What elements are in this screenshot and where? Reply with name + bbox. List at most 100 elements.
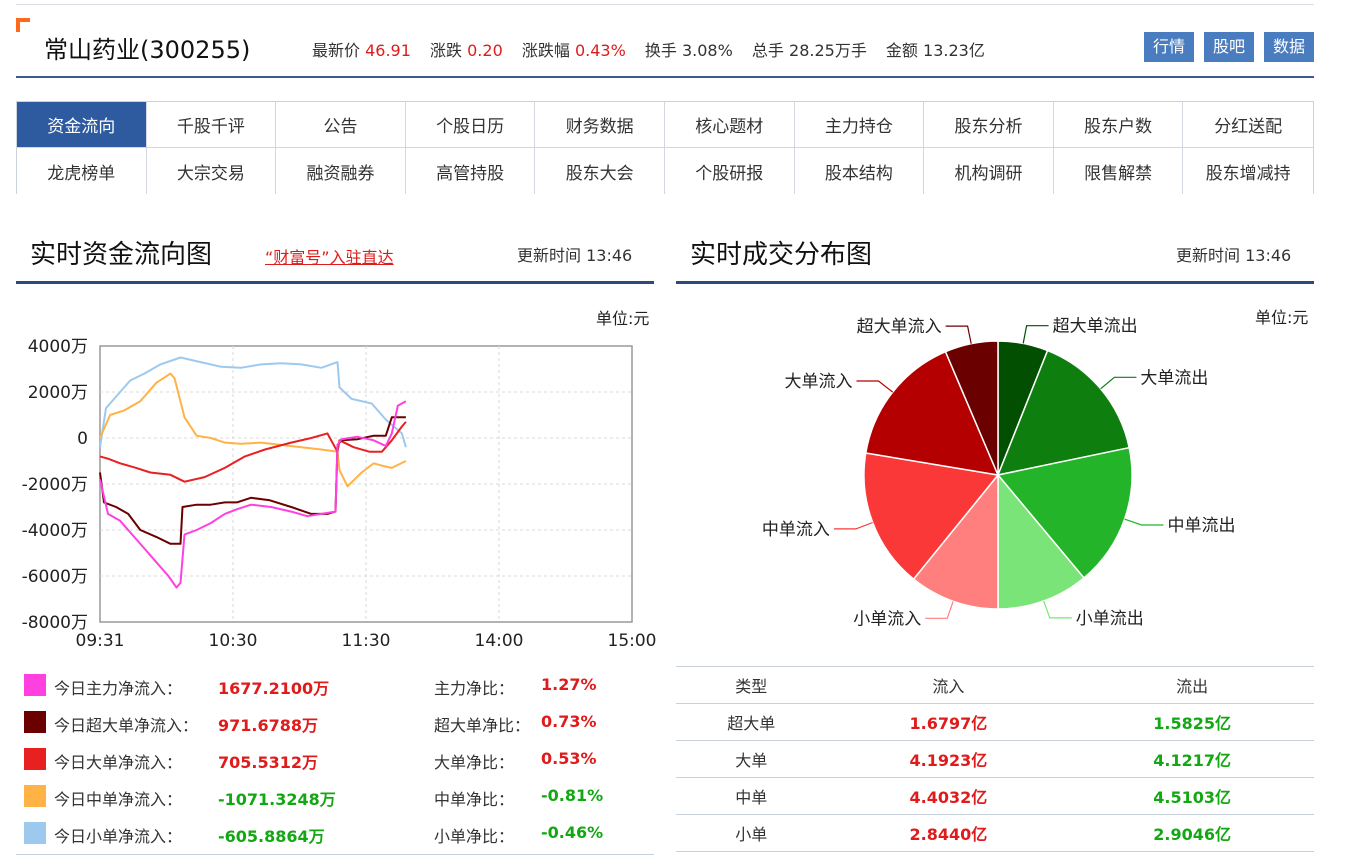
forum-button[interactable]: 股吧	[1203, 32, 1254, 62]
quote-strip: 最新价 46.91 涨跌 0.20 涨跌幅 0.43% 换手 3.08% 总手 …	[312, 37, 999, 61]
table-row: 中单 4.4032亿 4.5103亿	[676, 777, 1314, 815]
legend-ratio: 0.73%	[541, 712, 597, 731]
nav-tab[interactable]: 股东增减持	[1183, 148, 1313, 194]
legend-ratio: 1.27%	[541, 675, 597, 694]
legend-ratio-label: 中单净比：	[434, 790, 515, 809]
nav-tab[interactable]: 个股日历	[405, 102, 536, 148]
top-divider	[16, 4, 1314, 5]
x-tick-label: 15:00	[608, 631, 657, 651]
row-type: 超大单	[676, 703, 827, 741]
header-divider	[16, 76, 1314, 78]
series-line-large	[99, 421, 407, 483]
legend-swatch	[24, 748, 46, 770]
pie-slice	[944, 340, 999, 476]
pie-slice	[912, 472, 999, 610]
row-type: 小单	[676, 814, 827, 852]
flow-update-time: 更新时间 13:46	[517, 246, 633, 265]
pie-slice-label: 超大单流入	[857, 317, 942, 337]
series-line-medium	[99, 372, 407, 488]
feature-nav: 资金流向 千股千评 公告 个股日历 财务数据 核心题材 主力持仓 股东分析 股东户数 分红送配龙虎…	[16, 101, 1314, 194]
nav-tab[interactable]: 机构调研	[924, 148, 1054, 194]
legend-swatch	[24, 674, 46, 696]
fund-flow-line-chart: 09:31 10:30 11:30 14:00 15:00 4000万 2000万 0 -200…	[22, 337, 657, 651]
legend-row: 今日中单净流入： -1071.3248万 中单净比： -0.81%	[16, 777, 654, 814]
nav-tab[interactable]: 限售解禁	[1053, 148, 1184, 194]
nav-tab[interactable]: 股东分析	[924, 102, 1054, 148]
y-tick-label: -4000万	[22, 521, 88, 541]
legend-label: 今日超大单净流入：	[54, 716, 199, 735]
nav-tab[interactable]: 分红送配	[1183, 102, 1313, 148]
stock-name: 常山药业(300255)	[44, 36, 251, 64]
flow-section-title: 实时资金流向图	[30, 240, 213, 270]
legend-value: 971.6788万	[218, 716, 319, 735]
table-header-row: 类型 流入 流出	[676, 666, 1314, 704]
nav-tab[interactable]: 个股研报	[665, 148, 795, 194]
nav-tab[interactable]: 股东大会	[535, 148, 665, 194]
header-buttons: 行情 股吧 数据	[1143, 32, 1314, 62]
nav-tab[interactable]: 股本结构	[794, 148, 925, 194]
legend-ratio: -0.81%	[541, 786, 604, 805]
quote-change-pct: 涨跌幅 0.43%	[521, 41, 626, 60]
pie-slice-label: 超大单流出	[1053, 317, 1138, 337]
series-line-super	[99, 416, 406, 545]
nav-tab[interactable]: 股东户数	[1053, 102, 1184, 148]
y-tick-label: 2000万	[28, 383, 88, 403]
legend-value: -1071.3248万	[218, 790, 336, 809]
nav-tab[interactable]: 龙虎榜单	[17, 148, 147, 194]
pie-slice-label: 小单流入	[853, 609, 921, 629]
row-outflow: 1.5825亿	[1070, 703, 1314, 741]
nav-tab[interactable]: 核心题材	[665, 102, 795, 148]
nav-tab[interactable]: 千股千评	[146, 102, 277, 148]
legend-label: 今日中单净流入：	[54, 790, 183, 809]
legend-swatch	[24, 711, 46, 733]
legend-swatch	[24, 785, 46, 807]
y-tick-label: 0	[77, 429, 88, 449]
nav-tab[interactable]: 公告	[276, 102, 406, 148]
legend-row: 今日大单净流入： 705.5312万 大单净比： 0.53%	[16, 740, 654, 777]
legend-bottom-rule	[16, 854, 654, 855]
table-row: 大单 4.1923亿 4.1217亿	[676, 740, 1314, 778]
nav-tab[interactable]: 主力持仓	[794, 102, 925, 148]
data-button[interactable]: 数据	[1263, 32, 1314, 62]
dist-unit-label: 单位:元	[1255, 308, 1309, 327]
corner-bracket-icon	[16, 18, 30, 32]
legend-ratio: -0.46%	[541, 823, 604, 842]
y-tick-label: 4000万	[28, 337, 88, 357]
legend-row: 今日小单净流入： -605.8864万 小单净比： -0.46%	[16, 814, 654, 851]
dist-section-rule	[676, 281, 1314, 284]
pie-slice-label: 中单流入	[762, 520, 830, 540]
legend-label: 今日主力净流入：	[54, 679, 183, 698]
pie-slice	[997, 472, 1085, 610]
series-line-main	[99, 400, 407, 589]
pie-leader-line	[833, 521, 873, 530]
nav-tab[interactable]: 资金流向	[17, 102, 147, 148]
row-type: 中单	[676, 777, 827, 815]
nav-tab[interactable]: 财务数据	[535, 102, 665, 148]
pie-slice-label: 大单流出	[1140, 368, 1208, 388]
legend-row: 今日超大单净流入： 971.6788万 超大单净比： 0.73%	[16, 703, 654, 740]
series-line-small	[99, 356, 407, 448]
wealth-account-link[interactable]: “财富号”入驻直达	[265, 248, 394, 267]
pie-leader-line	[1124, 518, 1164, 526]
legend-row: 今日主力净流入： 1677.2100万 主力净比： 1.27%	[16, 666, 654, 703]
pie-leader-line	[925, 601, 954, 619]
row-inflow: 4.4032亿	[826, 777, 1071, 815]
quote-volume: 总手 28.25万手	[751, 41, 867, 60]
legend-swatch	[24, 822, 46, 844]
x-tick-label: 10:30	[209, 631, 258, 651]
nav-tab[interactable]: 融资融券	[276, 148, 406, 194]
legend-ratio: 0.53%	[541, 749, 597, 768]
quote-change: 涨跌 0.20	[430, 41, 503, 60]
legend-value: 1677.2100万	[218, 679, 330, 698]
row-type: 大单	[676, 740, 827, 778]
legend-label: 今日小单净流入：	[54, 827, 183, 846]
nav-tab[interactable]: 大宗交易	[146, 148, 277, 194]
dist-update-time: 更新时间 13:46	[1176, 246, 1292, 265]
quote-last-price: 最新价 46.91	[312, 41, 411, 60]
nav-tab[interactable]: 高管持股	[405, 148, 536, 194]
legend-value: 705.5312万	[218, 753, 319, 772]
market-button[interactable]: 行情	[1143, 32, 1194, 62]
quote-turnover: 换手 3.08%	[644, 41, 733, 60]
x-tick-label: 14:00	[475, 631, 524, 651]
legend-value: -605.8864万	[218, 827, 325, 846]
